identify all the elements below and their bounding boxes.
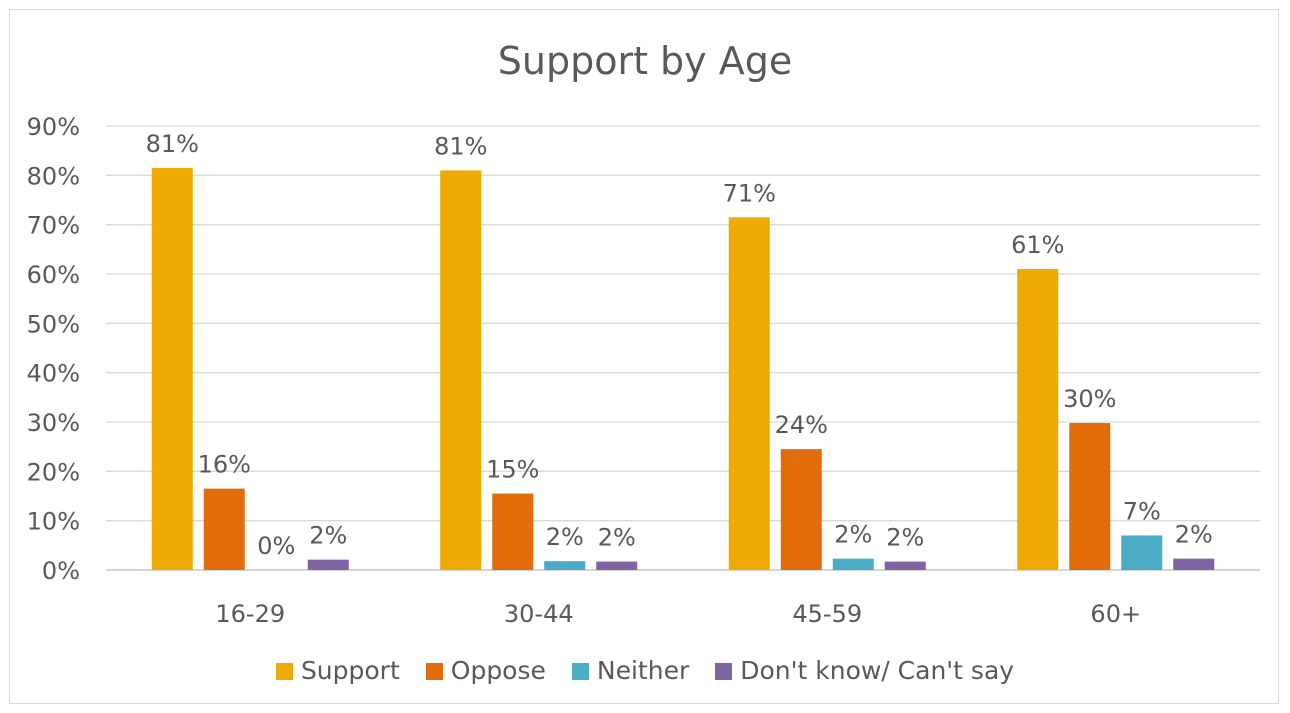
legend-item: Don't know/ Can't say <box>715 653 1014 689</box>
bar <box>203 488 245 570</box>
y-tick-label: 60% <box>27 261 80 289</box>
data-label: 2% <box>309 522 347 550</box>
y-tick-label: 20% <box>27 458 80 486</box>
data-label: 81% <box>146 130 199 158</box>
legend-label: Oppose <box>450 656 546 685</box>
data-label: 2% <box>1175 521 1213 549</box>
x-axis-ticks: 16-29 30-44 45-59 60+ <box>215 600 1141 628</box>
data-label: 2% <box>834 521 872 549</box>
y-tick-label: 10% <box>27 508 80 536</box>
bar-series <box>151 167 1215 570</box>
legend-label: Support <box>300 656 400 685</box>
y-tick-label: 80% <box>27 162 80 190</box>
y-tick-label: 40% <box>27 360 80 388</box>
bar <box>884 561 926 570</box>
y-tick-label: 30% <box>27 409 80 437</box>
x-tick-label: 30-44 <box>504 600 574 628</box>
legend-swatch <box>571 662 589 680</box>
x-tick-label: 16-29 <box>215 600 285 628</box>
bar <box>307 559 349 570</box>
legend-item: Support <box>275 653 400 689</box>
y-tick-label: 90% <box>27 113 80 141</box>
data-label: 2% <box>886 524 924 552</box>
legend: Support Oppose Neither Don't know/ Can't sa… <box>0 653 1290 689</box>
bar <box>151 167 193 570</box>
data-label: 71% <box>723 179 776 207</box>
y-tick-label: 0% <box>42 557 80 585</box>
bar <box>596 561 638 570</box>
legend-label: Don't know/ Can't say <box>740 656 1015 685</box>
bar <box>440 170 482 570</box>
bar <box>1121 535 1163 570</box>
data-label: 24% <box>775 411 828 439</box>
legend-swatch <box>715 662 733 680</box>
bar <box>492 493 534 570</box>
data-label: 15% <box>486 456 539 484</box>
gridlines <box>106 125 1260 571</box>
legend-swatch <box>425 662 443 680</box>
x-tick-label: 60+ <box>1090 600 1141 628</box>
data-label: 2% <box>598 524 636 552</box>
data-label: 30% <box>1063 385 1116 413</box>
bar <box>780 449 822 570</box>
data-label: 2% <box>546 523 584 551</box>
y-tick-label: 50% <box>27 310 80 338</box>
data-label: 0% <box>257 532 295 560</box>
data-label: 7% <box>1123 497 1161 525</box>
data-label: 16% <box>198 451 251 479</box>
bar <box>1173 558 1215 570</box>
bar <box>1017 269 1059 570</box>
bar <box>832 558 874 570</box>
y-axis-ticks: 0% 10% 20% 30% 40% 50% 60% 70% 80% 90% <box>27 113 80 585</box>
y-tick-label: 70% <box>27 212 80 240</box>
chart-title: Support by Age <box>497 39 793 83</box>
legend-item: Neither <box>571 653 690 689</box>
legend-label: Neither <box>596 656 690 685</box>
chart-frame <box>9 9 1279 704</box>
bar <box>728 217 770 570</box>
data-labels: 81% 16% 0% 2% 81% 15% 2% 2% 71% 24% 2% 2% 61% 30% 7% 2% <box>146 130 1213 560</box>
data-label: 81% <box>434 132 487 160</box>
bar <box>544 561 586 570</box>
bar <box>1069 422 1111 570</box>
legend-item: Oppose <box>425 653 546 689</box>
x-tick-label: 45-59 <box>792 600 862 628</box>
data-label: 61% <box>1011 231 1064 259</box>
legend-swatch <box>275 662 293 680</box>
